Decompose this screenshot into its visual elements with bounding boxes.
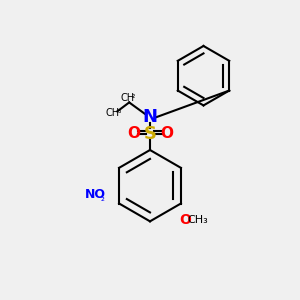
Text: NO: NO bbox=[85, 188, 106, 201]
Text: O: O bbox=[160, 126, 173, 141]
Text: CH: CH bbox=[121, 93, 135, 103]
Text: ₂: ₂ bbox=[132, 92, 135, 100]
Text: O: O bbox=[127, 126, 140, 141]
Text: ₃: ₃ bbox=[117, 106, 120, 115]
Text: CH: CH bbox=[106, 108, 120, 118]
Text: S: S bbox=[143, 125, 157, 143]
Text: ₂: ₂ bbox=[101, 193, 105, 203]
Text: O: O bbox=[180, 212, 192, 226]
Text: CH₃: CH₃ bbox=[187, 214, 208, 224]
Text: N: N bbox=[142, 108, 158, 126]
